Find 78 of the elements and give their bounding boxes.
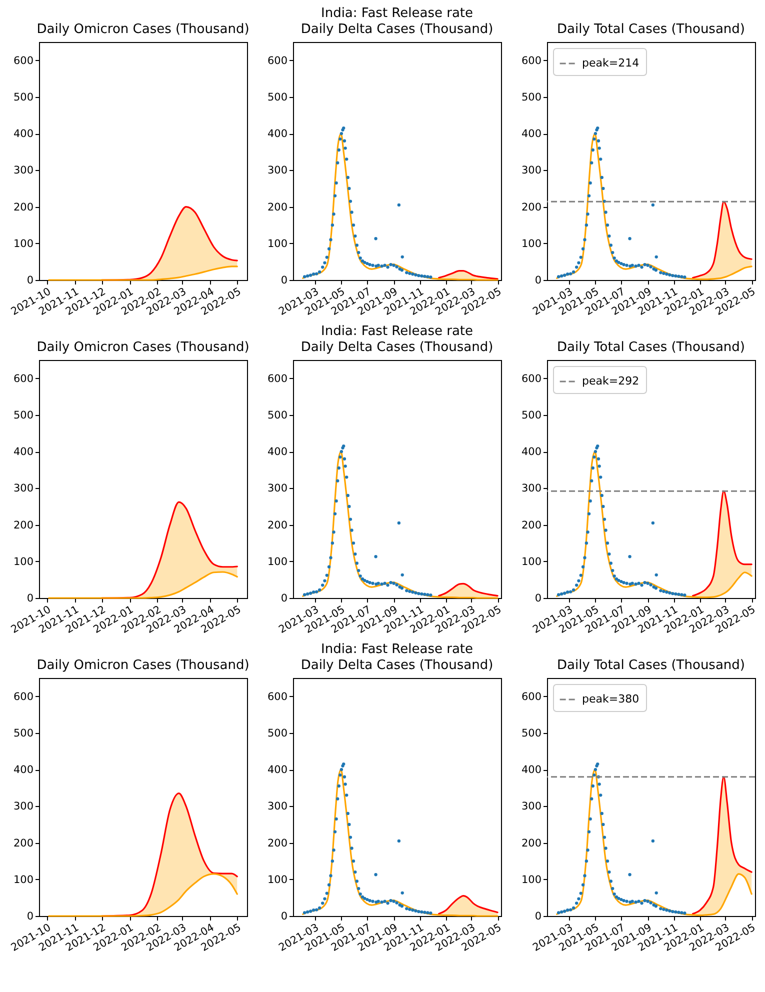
y-tick-label: 100 — [521, 874, 542, 886]
y-tick-label: 200 — [13, 201, 34, 214]
legend-label: peak=292 — [582, 374, 640, 388]
y-tick-label: 0 — [534, 592, 542, 604]
y-tick-label: 0 — [534, 274, 542, 286]
y-tick-label: 400 — [13, 128, 34, 140]
y-tick-label: 500 — [267, 727, 288, 740]
y-tick-label: 600 — [521, 54, 542, 67]
y-tick-label: 400 — [267, 446, 288, 458]
y-tick-label: 400 — [267, 128, 288, 140]
y-tick-label: 500 — [521, 91, 542, 104]
y-tick-label: 500 — [267, 409, 288, 422]
legend-label: peak=214 — [582, 56, 640, 70]
chart-title: India: Fast Release rate — [320, 324, 474, 339]
chart-subtitle: Daily Delta Cases (Thousand) — [300, 658, 494, 673]
chart-title: Daily Total Cases (Thousand) — [557, 658, 745, 673]
y-tick-label: 500 — [267, 91, 288, 104]
y-tick-label: 600 — [267, 372, 288, 385]
y-tick-label: 400 — [521, 446, 542, 458]
y-tick-label: 0 — [26, 910, 34, 922]
y-tick-label: 200 — [267, 519, 288, 532]
y-tick-label: 400 — [521, 128, 542, 140]
chart-title: Daily Omicron Cases (Thousand) — [36, 22, 250, 37]
y-tick-label: 100 — [13, 238, 34, 250]
y-tick-label: 500 — [13, 409, 34, 422]
y-tick-label: 600 — [13, 690, 34, 703]
chart-subtitle: Daily Delta Cases (Thousand) — [300, 340, 494, 355]
y-tick-label: 100 — [267, 238, 288, 250]
chart-title: Daily Omicron Cases (Thousand) — [36, 340, 250, 355]
y-tick-label: 400 — [521, 764, 542, 776]
y-tick-label: 0 — [26, 592, 34, 604]
chart-title: Daily Total Cases (Thousand) — [557, 22, 745, 37]
y-tick-label: 100 — [13, 556, 34, 568]
chart-title: Daily Total Cases (Thousand) — [557, 340, 745, 355]
y-tick-label: 500 — [521, 727, 542, 740]
y-tick-label: 0 — [280, 592, 288, 604]
y-tick-label: 400 — [13, 446, 34, 458]
y-tick-label: 200 — [13, 837, 34, 850]
y-tick-label: 100 — [521, 556, 542, 568]
y-tick-label: 600 — [13, 372, 34, 385]
chart-title: Daily Omicron Cases (Thousand) — [36, 658, 250, 673]
y-tick-label: 0 — [534, 910, 542, 922]
y-tick-label: 600 — [267, 54, 288, 67]
y-tick-label: 0 — [26, 274, 34, 286]
y-tick-label: 300 — [13, 800, 34, 813]
y-tick-label: 300 — [267, 800, 288, 813]
y-tick-label: 500 — [521, 409, 542, 422]
y-tick-label: 200 — [13, 519, 34, 532]
y-tick-label: 100 — [267, 874, 288, 886]
y-tick-label: 600 — [267, 690, 288, 703]
y-tick-label: 600 — [13, 54, 34, 67]
y-tick-label: 300 — [13, 164, 34, 177]
y-tick-label: 0 — [280, 910, 288, 922]
y-tick-label: 600 — [521, 372, 542, 385]
y-tick-label: 200 — [521, 519, 542, 532]
y-tick-label: 100 — [267, 556, 288, 568]
y-tick-label: 400 — [267, 764, 288, 776]
y-tick-label: 200 — [267, 201, 288, 214]
chart-title: India: Fast Release rate — [320, 642, 474, 657]
y-tick-label: 300 — [13, 482, 34, 495]
y-tick-label: 200 — [521, 201, 542, 214]
y-tick-label: 200 — [521, 837, 542, 850]
y-tick-label: 100 — [13, 874, 34, 886]
y-tick-label: 0 — [280, 274, 288, 286]
y-tick-label: 500 — [13, 91, 34, 104]
y-tick-label: 500 — [13, 727, 34, 740]
y-tick-label: 400 — [13, 764, 34, 776]
y-tick-label: 300 — [267, 482, 288, 495]
y-tick-label: 300 — [521, 482, 542, 495]
y-tick-label: 300 — [267, 164, 288, 177]
y-tick-label: 600 — [521, 690, 542, 703]
y-tick-label: 300 — [521, 800, 542, 813]
y-tick-label: 100 — [521, 238, 542, 250]
y-tick-label: 200 — [267, 837, 288, 850]
legend-label: peak=380 — [582, 692, 640, 706]
chart-subtitle: Daily Delta Cases (Thousand) — [300, 22, 494, 37]
y-tick-label: 300 — [521, 164, 542, 177]
chart-title: India: Fast Release rate — [320, 6, 474, 21]
